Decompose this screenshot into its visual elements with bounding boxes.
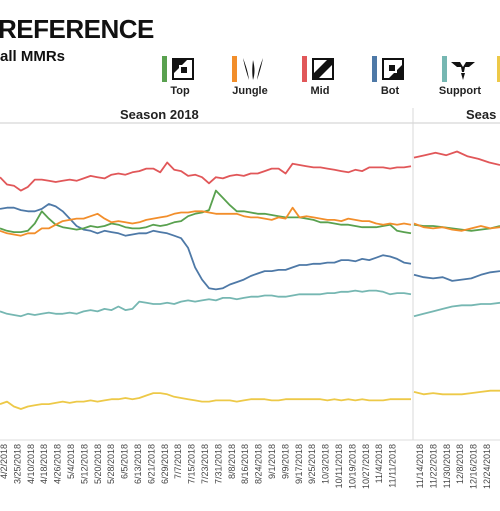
x-tick-label: 12/8/2018	[455, 444, 465, 484]
x-tick-label: 6/29/2018	[160, 444, 170, 484]
season-label-2018: Season 2018	[120, 107, 199, 122]
x-tick-label: 4/10/2018	[26, 444, 36, 484]
legend-swatch	[302, 56, 307, 82]
x-tick-label: 4/26/2018	[53, 444, 63, 484]
x-tick-label: 11/4/2018	[374, 444, 384, 483]
x-tick-label: 10/19/2018	[347, 444, 357, 489]
x-tick-label: 10/3/2018	[321, 444, 331, 484]
legend-swatch-partial	[497, 56, 500, 82]
x-tick-label: 9/1/2018	[267, 444, 277, 479]
series-line-jungle-next	[413, 222, 500, 232]
series-line-support-next	[413, 301, 500, 318]
x-tick-label: 8/16/2018	[240, 444, 250, 484]
page-title: REFERENCE	[0, 14, 154, 44]
series-line-top-next	[413, 223, 500, 232]
x-tick-label: 3/25/2018	[12, 444, 22, 484]
x-tick-label: 10/11/2018	[334, 444, 344, 488]
legend-swatch	[372, 56, 377, 82]
legend-label: Top	[170, 85, 190, 97]
x-tick-label: 8/8/2018	[227, 444, 237, 479]
x-tick-label: 11/22/2018	[428, 444, 438, 488]
series-line-bot-next	[413, 270, 500, 282]
x-tick-label: 5/12/2018	[79, 444, 89, 484]
legend-label: Support	[438, 85, 482, 97]
legend-swatch	[162, 56, 167, 82]
x-tick-label: 6/5/2018	[120, 444, 130, 479]
x-tick-label: 7/23/2018	[200, 444, 210, 484]
mid-lane-icon	[302, 56, 338, 82]
x-tick-label: 12/16/2018	[469, 444, 479, 489]
x-tick-label: 11/11/2018	[388, 444, 398, 488]
series-line-bot-2018	[0, 203, 412, 291]
season-label-next: Seas	[466, 107, 497, 122]
top-lane-icon	[162, 56, 198, 82]
x-tick-label: 10/27/2018	[361, 444, 371, 489]
support-icon	[442, 56, 478, 82]
jungle-icon	[232, 56, 268, 82]
series-line-mid-next	[413, 150, 500, 166]
legend-swatch	[442, 56, 447, 82]
x-tick-label: 9/9/2018	[280, 444, 290, 479]
x-tick-label: 5/28/2018	[106, 444, 116, 484]
x-tick-label: 7/31/2018	[213, 444, 223, 484]
series-line-jungle-2018	[0, 206, 412, 237]
x-tick-label: 5/4/2018	[66, 444, 76, 479]
x-tick-label: 7/15/2018	[187, 444, 197, 484]
legend-item-top[interactable]: Top	[148, 56, 212, 97]
page-subtitle: all MMRs	[0, 48, 66, 65]
x-tick-label: 9/25/2018	[307, 444, 317, 484]
legend-swatch	[232, 56, 237, 82]
legend-item-support[interactable]: Support	[428, 56, 492, 97]
x-tick-label: 7/7/2018	[173, 444, 183, 479]
x-tick-label: 11/14/2018	[415, 444, 425, 488]
series-line-support2-2018	[0, 392, 411, 410]
x-tick-label: 6/13/2018	[133, 444, 143, 484]
legend-label: Bot	[380, 85, 400, 97]
bot-lane-icon	[372, 56, 408, 82]
series-line-support-2018	[0, 289, 412, 318]
x-tick-label: 4/2/2018	[0, 444, 9, 479]
legend-item-bot[interactable]: Bot	[358, 56, 422, 97]
x-tick-label: 12/24/2018	[482, 444, 492, 489]
x-tick-label: 8/24/2018	[254, 444, 264, 484]
legend-label: Mid	[310, 85, 330, 97]
x-tick-label: 6/21/2018	[146, 444, 156, 484]
legend-label: Jungle	[232, 85, 268, 97]
x-tick-label: 4/18/2018	[39, 444, 49, 484]
x-tick-label: 11/30/2018	[442, 444, 452, 488]
x-tick-label: 5/20/2018	[93, 444, 103, 484]
series-line-mid-2018	[0, 161, 412, 192]
series-line-support2-next	[413, 389, 500, 396]
legend-item-mid[interactable]: Mid	[288, 56, 352, 97]
x-tick-label: 9/17/2018	[294, 444, 304, 484]
legend-item-jungle[interactable]: Jungle	[218, 56, 282, 97]
